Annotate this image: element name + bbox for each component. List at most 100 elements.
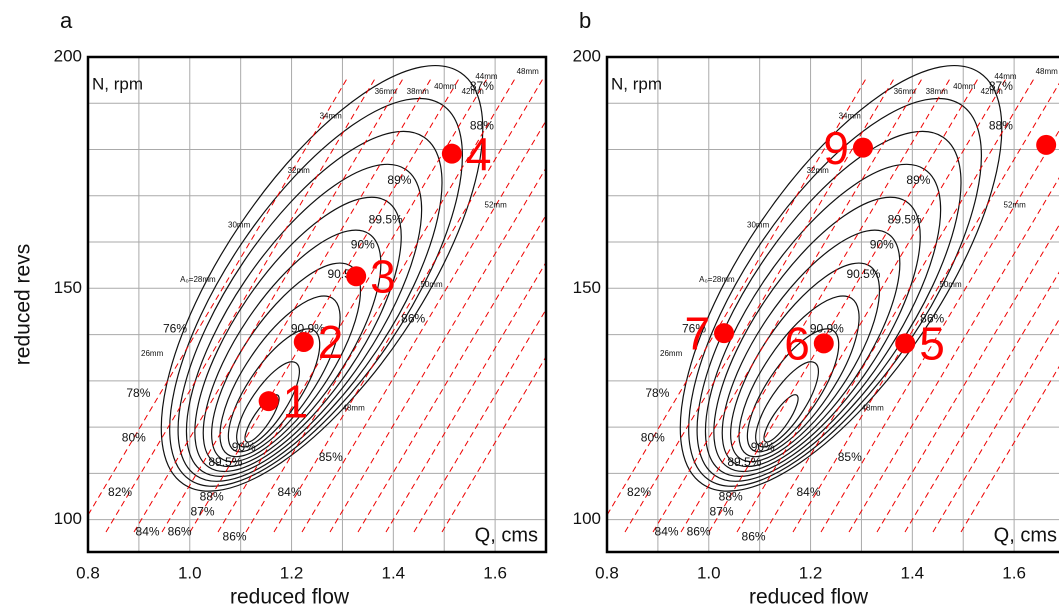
opening-line <box>329 167 546 533</box>
contour-label: 88% <box>470 118 494 132</box>
contour-label: 86% <box>401 312 425 326</box>
x-tick-label: 0.8 <box>76 563 100 582</box>
opening-label: 44mm <box>994 72 1017 81</box>
contour-label: 89.5% <box>369 213 403 227</box>
opening-label: 42mm <box>981 87 1004 96</box>
opening-line <box>189 76 461 533</box>
contour-label: 89.5% <box>888 213 922 227</box>
panel-label: b <box>579 8 591 33</box>
contour <box>202 229 382 468</box>
opening-line <box>904 271 1059 533</box>
opening-line <box>764 76 1036 533</box>
contour <box>746 328 840 453</box>
opening-line <box>652 76 924 533</box>
opening-line <box>133 76 405 533</box>
contour-label: 80% <box>641 430 665 444</box>
contour-label: 86% <box>223 529 247 543</box>
contour-label: 87% <box>190 505 214 519</box>
opening-line <box>607 76 868 517</box>
contour <box>160 64 484 492</box>
opening-label: 36mm <box>894 87 917 96</box>
contour-label: 76% <box>163 321 187 335</box>
opening-line <box>848 177 1059 533</box>
point <box>852 137 873 158</box>
contour-label: 89.5% <box>727 455 761 469</box>
opening-label: 52mm <box>485 201 508 210</box>
y-tick-label: 100 <box>573 509 601 528</box>
opening-line <box>708 76 980 533</box>
point <box>293 331 314 352</box>
panel-label: a <box>60 8 73 33</box>
contour <box>219 295 341 458</box>
opening-line <box>876 224 1059 533</box>
opening-label: 50mm <box>420 280 443 289</box>
plot <box>607 57 1059 552</box>
point-label: 9 <box>823 122 849 174</box>
contour-label: 84% <box>797 485 821 499</box>
opening-label: 32mm <box>807 166 830 175</box>
opening-label: 40mm <box>434 82 457 91</box>
point-label: 6 <box>784 318 810 370</box>
opening-label: A₀=28mm <box>180 275 216 284</box>
y-tick-label: 150 <box>573 278 601 297</box>
contour-label: 90.9% <box>291 321 325 335</box>
panel: 0.8 1.0 1.2 1.4 1.6 100 150 200 76% 78% 80% 82% 84% 8… <box>573 8 1059 609</box>
contour-label: 90% <box>870 237 894 251</box>
point <box>714 323 735 344</box>
contour-label: 82% <box>108 485 132 499</box>
point <box>1036 134 1057 155</box>
x-units: Q, cms <box>994 524 1057 546</box>
contour-label: 86% <box>168 524 192 538</box>
contour-label: 90.9% <box>810 321 844 335</box>
opening-label: 30mm <box>747 220 770 229</box>
opening-label: 34mm <box>320 112 343 121</box>
point <box>895 333 916 354</box>
contour-label: 89% <box>906 173 930 187</box>
contour <box>704 163 942 477</box>
y-tick-label: 150 <box>54 278 82 297</box>
contour-label: 84% <box>136 524 160 538</box>
x-tick-label: 1.2 <box>280 563 304 582</box>
point-label: 7 <box>684 307 710 359</box>
contour <box>244 394 280 443</box>
x-tick-label: 1.0 <box>178 563 202 582</box>
contour-label: 78% <box>126 386 150 400</box>
contour <box>211 262 362 463</box>
opening-line <box>385 261 546 533</box>
point-label: 3 <box>370 250 396 302</box>
x-tick-label: 0.8 <box>595 563 619 582</box>
x-tick-label: 1.0 <box>697 563 721 582</box>
contour <box>194 196 402 473</box>
opening-line <box>273 76 545 533</box>
contour-label: 84% <box>655 524 679 538</box>
opening-label: 32mm <box>288 166 311 175</box>
point <box>441 143 462 164</box>
y-tick-label: 200 <box>54 46 82 65</box>
contour-label: 86% <box>742 529 766 543</box>
x-tick-label: 1.4 <box>382 563 406 582</box>
point <box>346 266 367 287</box>
opening-label: 48mm <box>517 67 540 76</box>
opening-label: 26mm <box>660 349 683 358</box>
opening-label: 34mm <box>839 112 862 121</box>
contour <box>730 262 881 463</box>
panel: 0.8 1.0 1.2 1.4 1.6 100 150 200 76% 78% 80% 82% 84% 8… <box>12 8 548 609</box>
opening-label: 36mm <box>375 87 398 96</box>
contour-label: 88% <box>989 118 1013 132</box>
opening-label: 52mm <box>1004 201 1027 210</box>
opening-label: 26mm <box>141 349 164 358</box>
contour-label: 89.5% <box>208 455 242 469</box>
contour <box>763 394 799 443</box>
opening-line <box>105 76 377 533</box>
x-axis-label: reduced flow <box>749 586 869 609</box>
opening-label: 38mm <box>926 87 949 96</box>
contour-label: 87% <box>989 79 1013 93</box>
point-label: 1 <box>283 375 309 427</box>
contour <box>169 97 463 487</box>
opening-label: A₀=28mm <box>699 275 735 284</box>
plot-frame <box>86 55 548 554</box>
contour <box>755 361 819 448</box>
point <box>258 391 279 412</box>
opening-line <box>301 119 546 533</box>
y-units: N, rpm <box>92 74 143 93</box>
